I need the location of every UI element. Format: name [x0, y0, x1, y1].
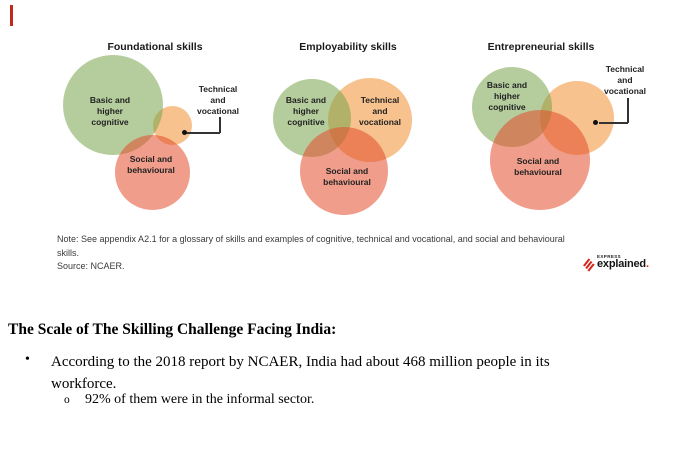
sub-bullet-marker: o [64, 394, 70, 406]
diagram-title-entrepreneurial: Entrepreneurial skills [487, 41, 595, 53]
sub-bullet-text: 92% of them were in the informal sector. [85, 392, 315, 407]
bullet-marker: • [25, 352, 30, 367]
express-explained-logo: EXPRESS explained. [583, 254, 649, 272]
diagram-title-foundational: Foundational skills [107, 41, 203, 53]
entrepreneurial-social-circle [490, 110, 590, 210]
callout-dot-1 [182, 130, 187, 135]
figure-note-line1: Note: See appendix A2.1 for a glossary o… [57, 234, 565, 244]
express-wordmark: EXPRESS [597, 254, 622, 259]
foundational-technical-label: Technical and vocational [196, 84, 240, 116]
foundational-social-label: Social and behavioural [127, 154, 175, 175]
revision-marker-line [10, 5, 13, 26]
callout-dot-3 [593, 120, 598, 125]
employability-cognitive-label: Basic and higher cognitive [285, 95, 327, 127]
foundational-social-circle [115, 135, 190, 210]
entrepreneurial-cognitive-label: Basic and higher cognitive [486, 80, 528, 112]
express-logo-icon [583, 254, 596, 272]
figure-note-line2: skills. [57, 248, 79, 258]
diagram-title-employability: Employability skills [299, 41, 397, 53]
figure-source: Source: NCAER. [57, 261, 125, 271]
section-heading: The Scale of The Skilling Challenge Faci… [8, 321, 337, 338]
explained-dot: . [645, 258, 649, 270]
bullet-text: According to the 2018 report by NCAER, I… [51, 354, 550, 392]
explained-wordmark: explained. [597, 258, 649, 270]
foundational-cognitive-label: Basic and higher cognitive [89, 95, 131, 127]
express-logo-text: EXPRESS explained. [597, 254, 649, 270]
callout-line-vertical-1 [219, 117, 221, 133]
employability-technical-label: Technical and vocational [358, 95, 402, 127]
callout-line-horizontal-1 [186, 132, 220, 134]
employability-social-circle [300, 127, 388, 215]
employability-social-label: Social and behavioural [323, 166, 371, 187]
callout-line-vertical-3 [627, 98, 629, 123]
entrepreneurial-social-label: Social and behavioural [514, 156, 562, 177]
entrepreneurial-technical-label: Technical and vocational [603, 64, 647, 96]
callout-line-horizontal-3 [599, 122, 628, 124]
